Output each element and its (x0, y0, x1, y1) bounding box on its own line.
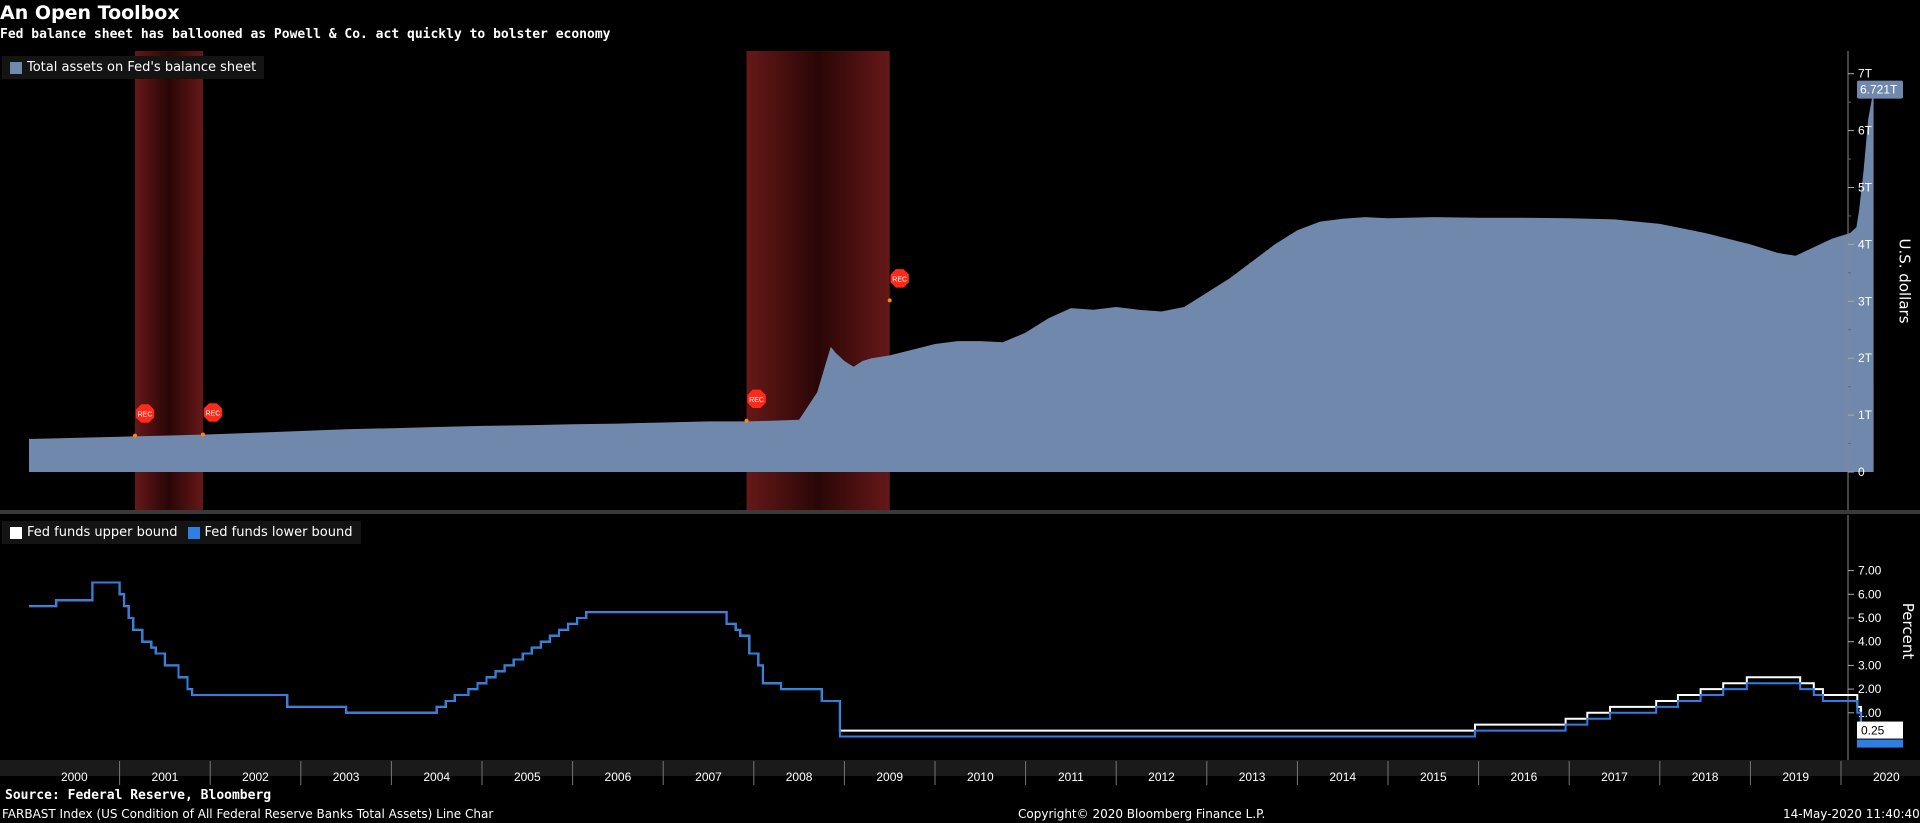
top-y-tick-label-2: 2T (1858, 351, 1873, 365)
top-y-axis-title: U.S. dollars (1895, 238, 1914, 324)
x-tick-label-2008: 2008 (786, 770, 813, 784)
recession-marker-label-4: REC (892, 276, 907, 283)
x-tick-label-2019: 2019 (1782, 770, 1809, 784)
x-tick-label-2011: 2011 (1058, 770, 1084, 784)
source-note: Source: Federal Reserve, Bloomberg (5, 788, 272, 803)
top-y-tick-label-6: 6T (1858, 124, 1873, 138)
chart-title: An Open Toolbox (0, 2, 180, 24)
bottom-last-value-label: 0.25 (1861, 724, 1885, 738)
recession-marker-dot-3 (744, 418, 749, 423)
bottom-y-tick-label-5: 5.00 (1858, 611, 1882, 625)
recession-marker-label-1: REC (138, 412, 153, 419)
legend-label-upper: Fed funds upper bound (27, 525, 178, 540)
recession-marker-dot-4 (887, 298, 892, 303)
legend-label-lower: Fed funds lower bound (204, 525, 353, 540)
chart-subtitle: Fed balance sheet has ballooned as Powel… (0, 27, 611, 42)
x-tick-label-2003: 2003 (333, 770, 360, 784)
bottom-y-tick-label-6: 6.00 (1858, 587, 1882, 601)
legend-top: Total assets on Fed's balance sheet (2, 56, 265, 79)
series-lower-bound-line (29, 581, 1874, 738)
legend-swatch-assets (10, 61, 22, 74)
recession-marker-2 (203, 403, 223, 422)
x-tick-label-2015: 2015 (1420, 770, 1447, 784)
bottom-y-tick-label-3: 3.00 (1858, 658, 1882, 672)
x-tick-label-2007: 2007 (695, 770, 722, 784)
top-y-tick-label-5: 5T (1858, 181, 1873, 195)
top-last-value-badge (1857, 80, 1903, 99)
x-tick-label-2017: 2017 (1601, 770, 1628, 784)
x-tick-label-2001: 2001 (152, 770, 179, 784)
x-tick-label-2018: 2018 (1692, 770, 1719, 784)
bottom-y-tick-label-4: 4.00 (1858, 635, 1882, 649)
x-axis-bar (0, 760, 1920, 776)
top-last-value-label: 6.721T (1860, 83, 1898, 97)
recession-marker-dot-1 (133, 433, 138, 438)
x-tick-label-2010: 2010 (967, 770, 994, 784)
legend-bottom: Fed funds upper bound Fed funds lower bo… (2, 521, 361, 544)
top-y-tick-label-0: 0 (1858, 465, 1865, 479)
recession-marker-label-3: REC (749, 397, 764, 404)
copyright: Copyright© 2020 Bloomberg Finance L.P. (1018, 807, 1266, 821)
recession-band-1 (135, 51, 203, 510)
index-description: FARBAST Index (US Condition of All Feder… (2, 807, 494, 821)
x-tick-label-2005: 2005 (514, 770, 541, 784)
top-y-tick-label-7: 7T (1858, 67, 1873, 81)
legend-swatch-upper (10, 526, 22, 539)
legend-label-assets: Total assets on Fed's balance sheet (27, 60, 257, 75)
series-total-assets-area (29, 89, 1874, 472)
panel-separator (0, 510, 1920, 514)
bottom-y-axis-title: Percent (1899, 602, 1918, 660)
legend-swatch-lower (187, 526, 200, 539)
recession-marker-dot-2 (200, 432, 205, 437)
x-tick-label-2016: 2016 (1511, 770, 1538, 784)
recession-marker-1 (135, 404, 155, 423)
series-upper-bound-line (29, 581, 1874, 732)
recession-marker-label-2: REC (206, 410, 221, 417)
timestamp: 14-May-2020 11:40:40 (1783, 807, 1920, 821)
x-tick-label-2000: 2000 (61, 770, 88, 784)
x-tick-label-2012: 2012 (1148, 770, 1175, 784)
top-y-tick-label-3: 3T (1858, 294, 1873, 308)
bottom-y-tick-label-7: 7.00 (1858, 564, 1882, 578)
x-tick-label-2014: 2014 (1329, 770, 1356, 784)
x-tick-label-2013: 2013 (1239, 770, 1266, 784)
recession-marker-4 (890, 269, 909, 288)
bottom-y-tick-label-2: 2.00 (1858, 682, 1882, 696)
x-tick-label-2009: 2009 (876, 770, 903, 784)
bottom-last-value-badge (1857, 721, 1903, 739)
x-tick-label-2004: 2004 (423, 770, 450, 784)
bottom-y-tick-label-1: 1.00 (1858, 706, 1882, 720)
top-y-tick-label-1: 1T (1858, 408, 1873, 422)
x-tick-label-2020: 2020 (1873, 770, 1900, 784)
recession-marker-3 (747, 389, 766, 408)
x-tick-label-2002: 2002 (242, 770, 269, 784)
bottom-last-value-badge-lower (1857, 739, 1903, 748)
top-y-tick-label-4: 4T (1858, 237, 1873, 251)
x-tick-label-2006: 2006 (605, 770, 632, 784)
